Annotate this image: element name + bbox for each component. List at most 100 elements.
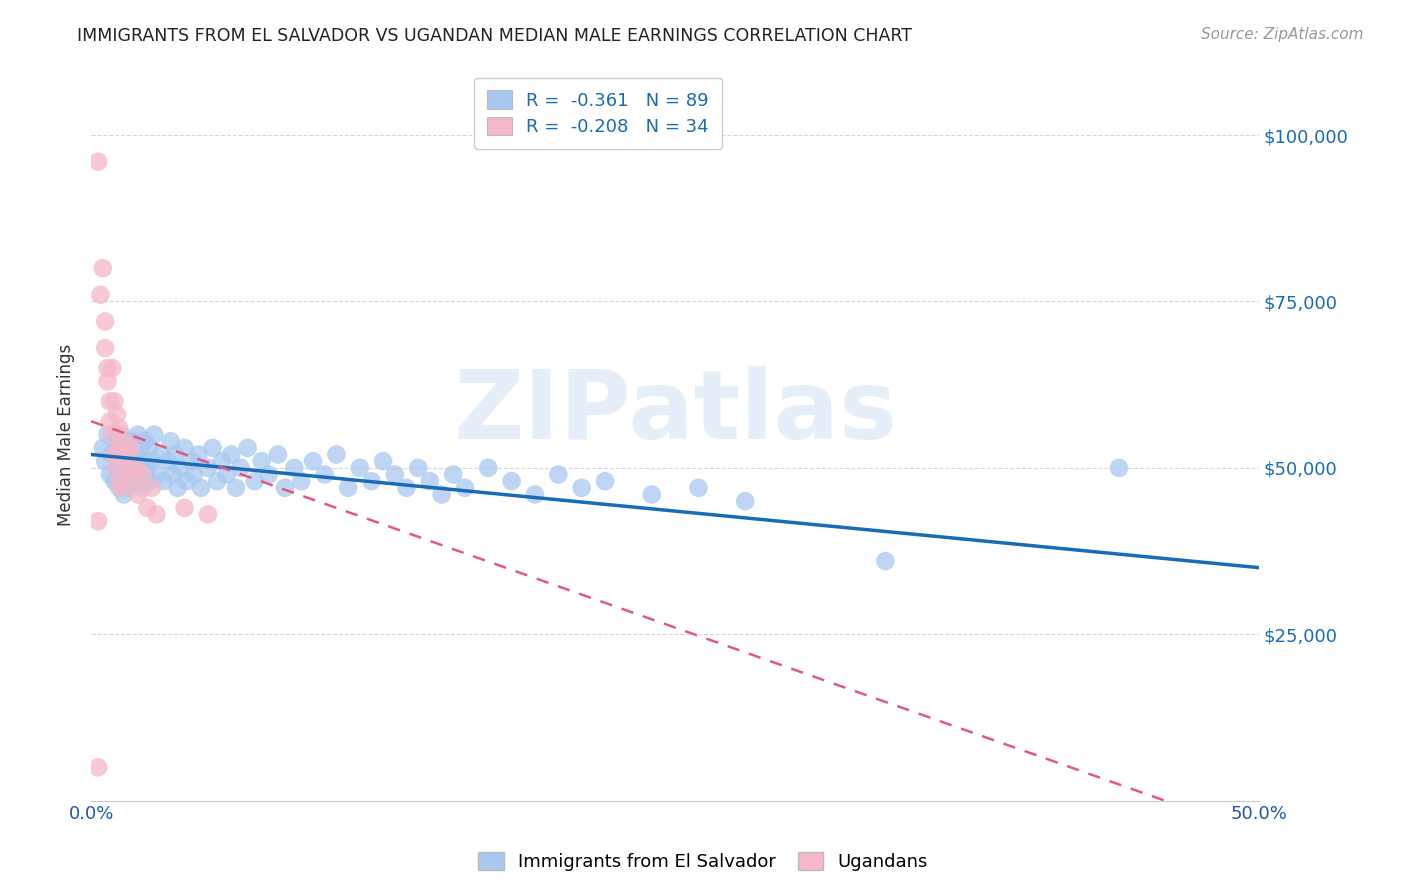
Point [250, 454, 273, 468]
Point [98, 394, 121, 409]
Point [131, 481, 153, 495]
Point [127, 487, 149, 501]
Point [302, 454, 325, 468]
Point [103, 474, 125, 488]
Point [124, 460, 146, 475]
Point [173, 500, 195, 515]
Point [122, 474, 145, 488]
Point [105, 460, 128, 475]
Point [108, 481, 131, 495]
Point [108, 474, 131, 488]
Point [360, 474, 382, 488]
Point [110, 467, 132, 482]
Point [734, 494, 756, 508]
Point [103, 394, 125, 409]
Point [103, 448, 125, 462]
Point [406, 460, 429, 475]
Point [169, 460, 191, 475]
Point [180, 454, 202, 468]
Point [112, 448, 135, 462]
Point [87, 514, 110, 528]
Point [115, 460, 138, 475]
Point [547, 467, 569, 482]
Text: Source: ZipAtlas.com: Source: ZipAtlas.com [1201, 27, 1364, 42]
Point [593, 474, 616, 488]
Point [159, 434, 181, 449]
Point [136, 460, 159, 475]
Text: ZIPatlas: ZIPatlas [453, 366, 897, 459]
Point [91, 261, 114, 276]
Point [373, 454, 395, 468]
Legend: R =  -0.361   N = 89, R =  -0.208   N = 34: R = -0.361 N = 89, R = -0.208 N = 34 [474, 78, 721, 149]
Point [190, 481, 212, 495]
Point [1108, 460, 1130, 475]
Point [117, 441, 139, 455]
Point [129, 441, 152, 455]
Point [115, 434, 138, 449]
Point [94, 454, 117, 468]
Y-axis label: Median Male Earnings: Median Male Earnings [58, 343, 75, 525]
Point [141, 481, 163, 495]
Point [290, 474, 312, 488]
Point [157, 454, 180, 468]
Point [197, 508, 219, 522]
Point [173, 441, 195, 455]
Point [120, 454, 142, 468]
Point [136, 500, 159, 515]
Point [201, 441, 224, 455]
Point [112, 434, 135, 449]
Point [267, 448, 290, 462]
Point [108, 421, 131, 435]
Point [145, 467, 167, 482]
Point [96, 361, 118, 376]
Point [143, 427, 166, 442]
Point [110, 441, 132, 455]
Point [89, 287, 111, 301]
Point [124, 448, 146, 462]
Point [197, 460, 219, 475]
Point [187, 448, 209, 462]
Point [236, 441, 259, 455]
Point [105, 408, 128, 422]
Point [103, 434, 125, 449]
Point [96, 374, 118, 388]
Point [225, 481, 247, 495]
Point [101, 361, 124, 376]
Point [314, 467, 336, 482]
Point [162, 467, 184, 482]
Point [138, 441, 160, 455]
Point [454, 481, 477, 495]
Point [419, 474, 441, 488]
Point [127, 427, 149, 442]
Point [501, 474, 523, 488]
Point [122, 434, 145, 449]
Point [105, 460, 128, 475]
Legend: Immigrants from El Salvador, Ugandans: Immigrants from El Salvador, Ugandans [471, 845, 935, 879]
Point [477, 460, 499, 475]
Point [110, 427, 132, 442]
Point [395, 481, 418, 495]
Point [152, 474, 174, 488]
Point [243, 474, 266, 488]
Point [441, 467, 464, 482]
Point [215, 467, 238, 482]
Point [117, 460, 139, 475]
Point [127, 467, 149, 482]
Point [349, 460, 371, 475]
Point [98, 467, 121, 482]
Point [207, 474, 229, 488]
Point [150, 448, 173, 462]
Point [283, 460, 305, 475]
Point [176, 474, 198, 488]
Point [108, 441, 131, 455]
Point [325, 448, 347, 462]
Point [641, 487, 664, 501]
Point [229, 460, 252, 475]
Point [165, 448, 187, 462]
Point [115, 448, 138, 462]
Text: IMMIGRANTS FROM EL SALVADOR VS UGANDAN MEDIAN MALE EARNINGS CORRELATION CHART: IMMIGRANTS FROM EL SALVADOR VS UGANDAN M… [77, 27, 912, 45]
Point [211, 454, 233, 468]
Point [688, 481, 710, 495]
Point [122, 474, 145, 488]
Point [145, 508, 167, 522]
